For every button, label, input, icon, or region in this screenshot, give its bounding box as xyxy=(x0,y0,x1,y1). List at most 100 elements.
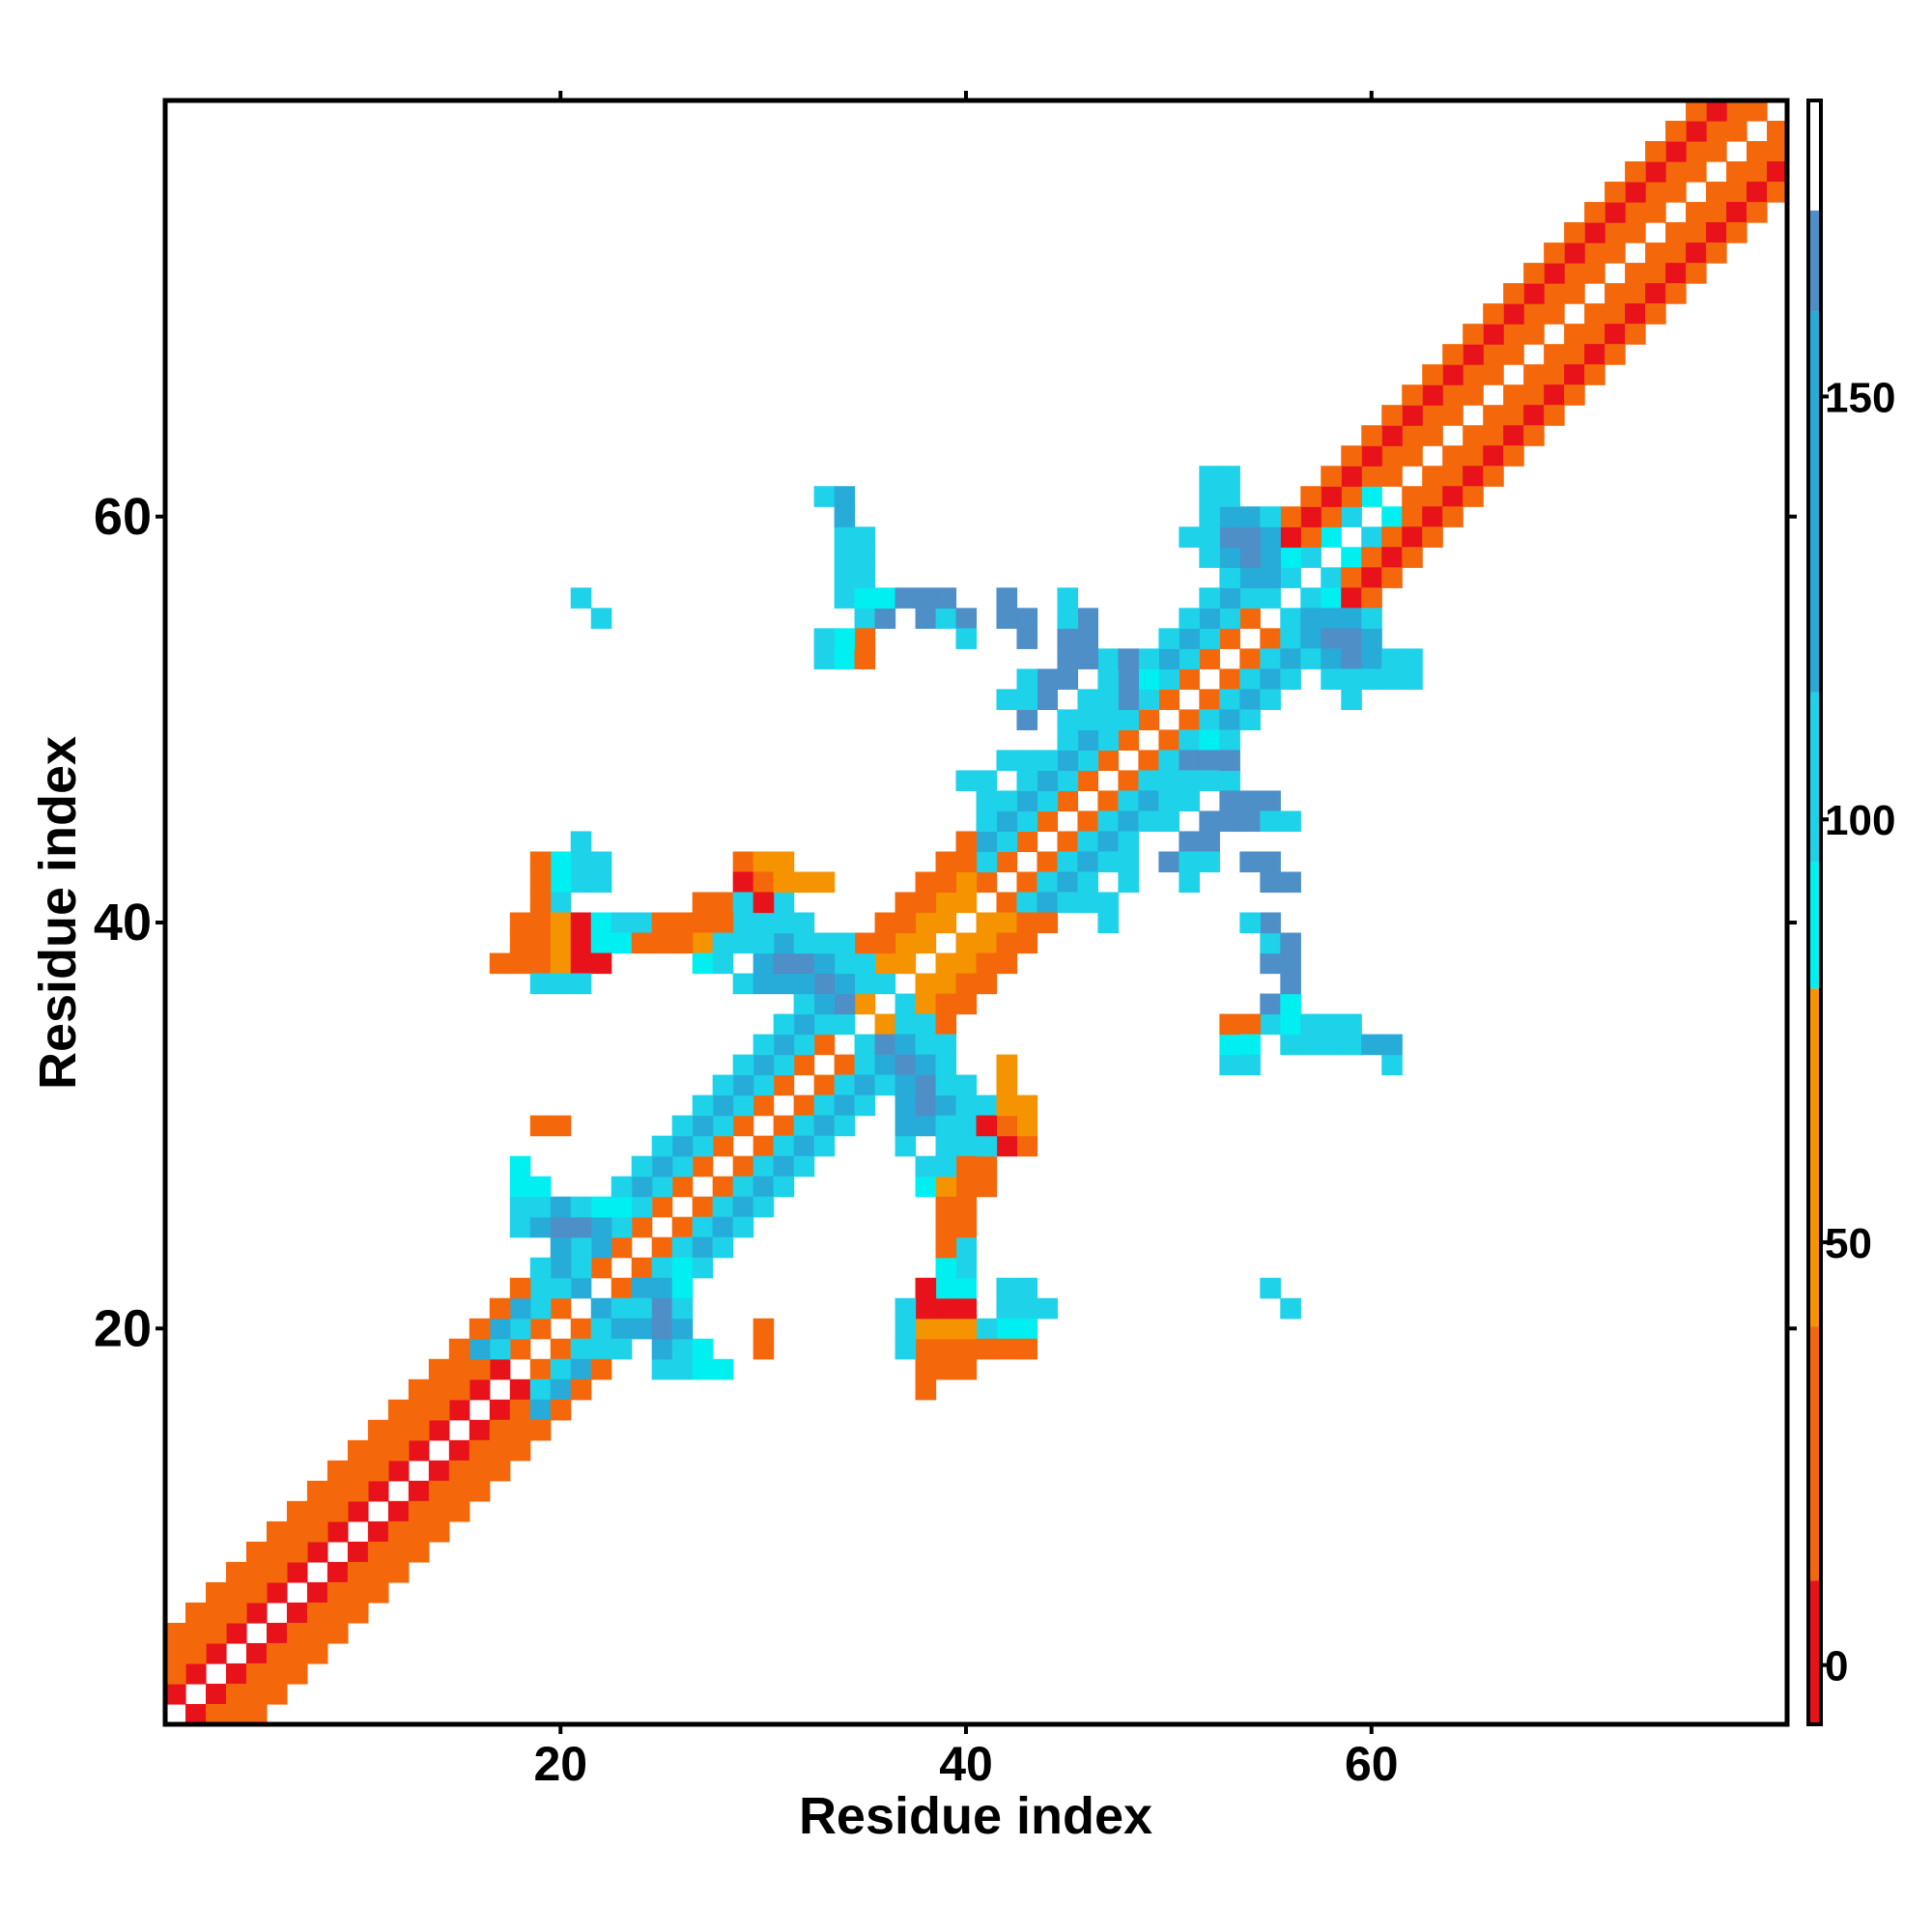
colorbar xyxy=(1806,99,1823,1726)
heatmap-cell xyxy=(1686,121,1707,142)
heatmap-cell xyxy=(529,1399,552,1421)
heatmap-cell xyxy=(895,1034,917,1056)
heatmap-cell xyxy=(753,1074,775,1096)
heatmap-cell xyxy=(306,1622,328,1644)
heatmap-cell xyxy=(1260,932,1281,954)
heatmap-cell xyxy=(1665,161,1687,183)
heatmap-cell xyxy=(367,1520,389,1543)
heatmap-cell xyxy=(1686,202,1707,223)
heatmap-cell xyxy=(895,912,917,934)
heatmap-cell xyxy=(1199,486,1220,507)
heatmap-cell xyxy=(651,1277,673,1299)
heatmap-cell xyxy=(651,1176,673,1198)
heatmap-cells xyxy=(165,100,1788,1725)
heatmap-cell xyxy=(773,952,795,975)
heatmap-cell xyxy=(367,1541,389,1563)
heatmap-cell xyxy=(1016,1094,1038,1117)
heatmap-cell xyxy=(1523,364,1545,385)
heatmap-cell xyxy=(245,1683,268,1705)
heatmap-cell xyxy=(753,912,775,934)
heatmap-cell xyxy=(1341,668,1362,690)
heatmap-cell xyxy=(306,1520,328,1543)
heatmap-cell xyxy=(1463,384,1484,406)
heatmap-cell xyxy=(813,1074,836,1096)
heatmap-cell xyxy=(1503,445,1524,467)
heatmap-cell xyxy=(1097,810,1120,833)
heatmap-cell xyxy=(408,1541,430,1563)
heatmap-cell xyxy=(813,628,836,649)
heatmap-cell xyxy=(1381,1034,1403,1056)
heatmap-cell xyxy=(1037,668,1059,690)
heatmap-cell xyxy=(1016,1135,1038,1157)
heatmap-cell xyxy=(1422,364,1443,385)
heatmap-cell xyxy=(1584,222,1605,243)
heatmap-cell xyxy=(469,1358,491,1380)
heatmap-cell xyxy=(1483,466,1504,487)
heatmap-cell xyxy=(712,1358,734,1380)
heatmap-cell xyxy=(834,952,856,975)
heatmap-cell xyxy=(1239,668,1261,690)
heatmap-cell xyxy=(1402,425,1423,446)
heatmap-cell xyxy=(489,1419,511,1441)
heatmap-cell xyxy=(732,871,754,894)
plot-frame xyxy=(162,98,1790,1727)
heatmap-cell xyxy=(1280,608,1301,629)
heatmap-cell xyxy=(509,952,531,975)
heatmap-cell xyxy=(895,1094,917,1117)
heatmap-cell xyxy=(692,1358,714,1380)
heatmap-cell xyxy=(286,1662,308,1685)
heatmap-cell xyxy=(671,1115,694,1137)
heatmap-cell xyxy=(387,1500,410,1522)
heatmap-cell xyxy=(732,1155,754,1178)
heatmap-cell xyxy=(1605,222,1626,243)
heatmap-cell xyxy=(448,1338,470,1360)
heatmap-cell xyxy=(996,1115,1018,1137)
heatmap-cell xyxy=(1300,506,1321,527)
heatmap-cell xyxy=(611,1216,633,1238)
heatmap-cell xyxy=(245,1662,268,1685)
heatmap-cell xyxy=(1199,729,1220,751)
heatmap-cell xyxy=(387,1419,410,1441)
heatmap-cell xyxy=(834,547,856,568)
heatmap-cell xyxy=(266,1683,288,1705)
heatmap-cell xyxy=(651,1318,673,1340)
heatmap-cell xyxy=(915,1155,937,1178)
heatmap-cell xyxy=(1077,628,1099,649)
heatmap-cell xyxy=(793,912,815,934)
heatmap-cell xyxy=(550,1338,572,1360)
heatmap-cell xyxy=(590,871,612,894)
heatmap-cell xyxy=(529,851,552,873)
heatmap-cell xyxy=(1057,648,1079,669)
heatmap-cell xyxy=(1523,303,1545,325)
heatmap-cell xyxy=(996,1277,1018,1299)
heatmap-cell xyxy=(874,1054,896,1076)
heatmap-cell xyxy=(1179,608,1200,629)
heatmap-cell xyxy=(1321,608,1342,629)
heatmap-cell xyxy=(590,932,612,954)
heatmap-cell xyxy=(1402,486,1423,507)
heatmap-cell xyxy=(813,993,836,1015)
heatmap-cell xyxy=(1605,324,1626,345)
heatmap-cell xyxy=(529,932,552,954)
heatmap-cell xyxy=(1199,506,1220,527)
heatmap-cell xyxy=(1239,709,1261,730)
heatmap-cell xyxy=(1219,547,1240,568)
heatmap-cell xyxy=(1179,871,1200,894)
heatmap-cell xyxy=(570,912,592,934)
heatmap-cell xyxy=(1483,425,1504,446)
heatmap-cell xyxy=(1199,526,1220,548)
heatmap-cell xyxy=(1239,648,1261,669)
heatmap-cell xyxy=(976,871,998,894)
heatmap-cell xyxy=(1665,182,1687,203)
heatmap-cell xyxy=(245,1541,268,1563)
heatmap-cell xyxy=(935,1216,957,1238)
heatmap-cell xyxy=(509,1176,531,1198)
heatmap-cell xyxy=(1645,303,1666,325)
heatmap-cell xyxy=(631,932,653,954)
heatmap-cell xyxy=(1665,242,1687,264)
heatmap-cell xyxy=(1077,770,1099,792)
heatmap-cell xyxy=(732,851,754,873)
heatmap-cell xyxy=(1016,608,1038,629)
heatmap-cell xyxy=(671,1358,694,1380)
heatmap-cell xyxy=(955,851,978,873)
